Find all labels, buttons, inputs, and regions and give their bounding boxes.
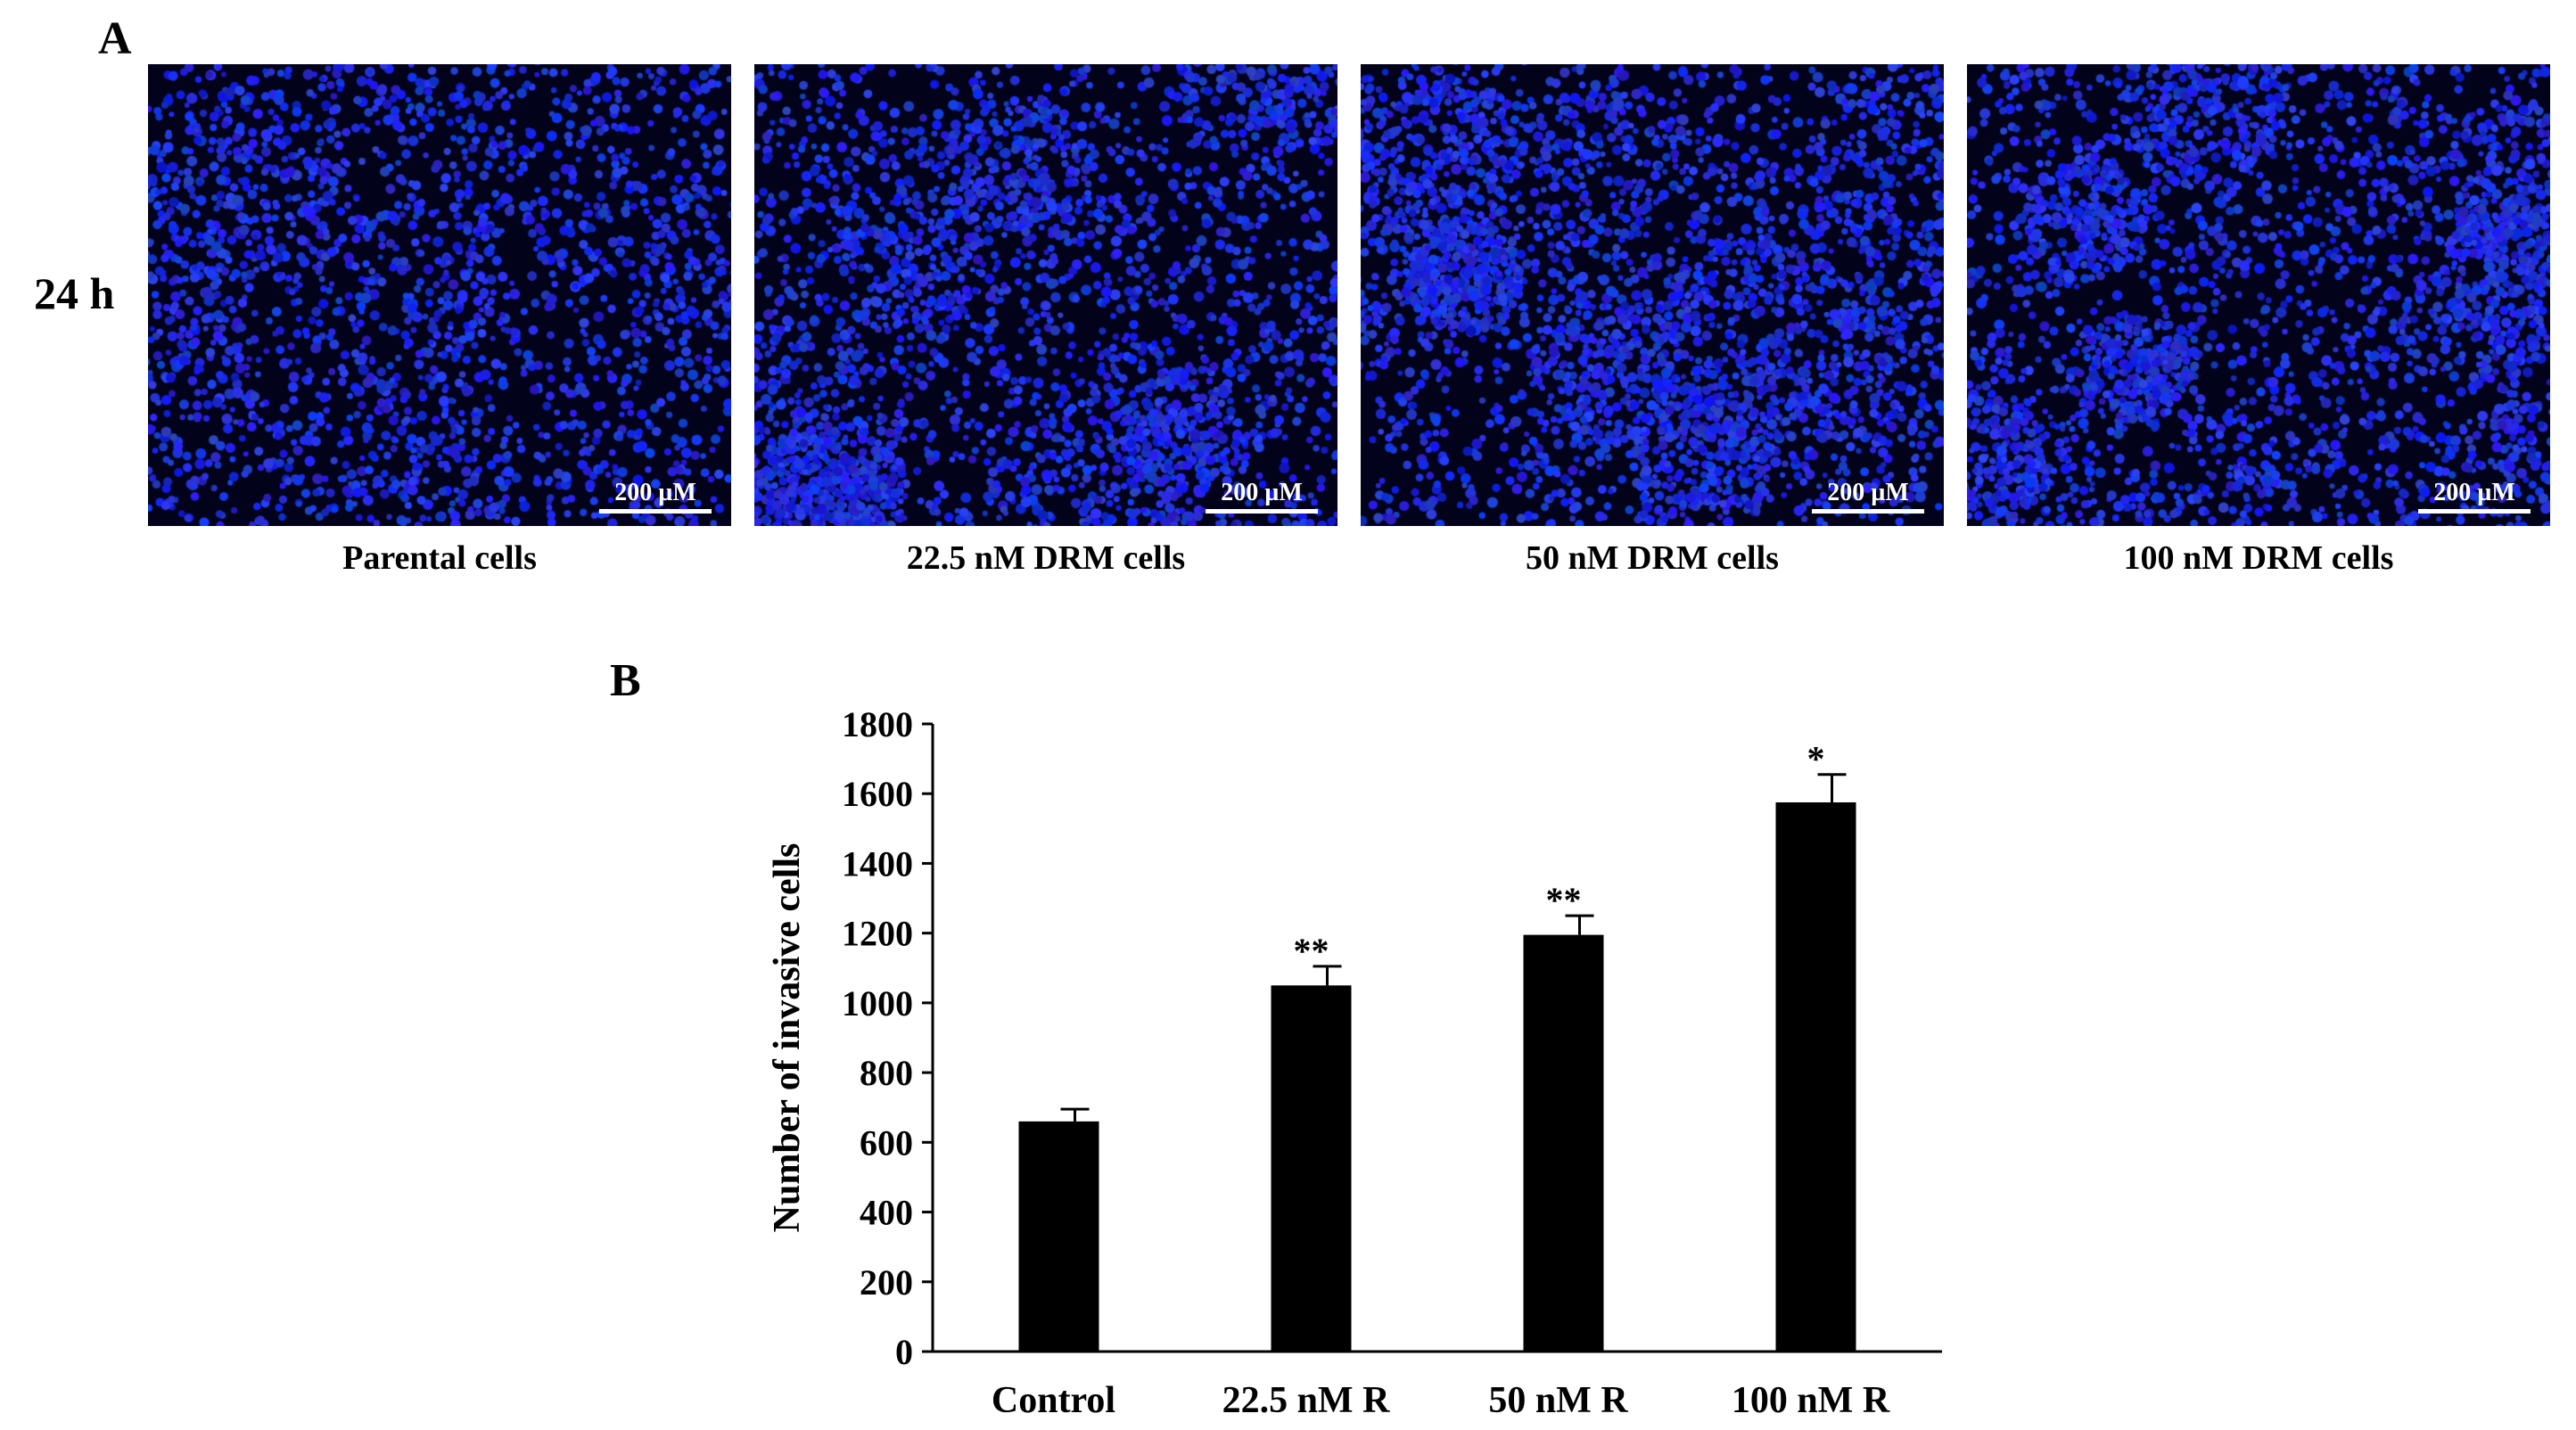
- scale-bar: 200 µM: [599, 479, 712, 514]
- significance-marker: **: [1546, 880, 1582, 920]
- y-tick-label: 1600: [842, 774, 913, 814]
- micrograph-22-5nm: 200 µM: [754, 64, 1337, 526]
- y-axis: 0 200 400 600 800 1000 1200 1400 1600 1800: [842, 704, 934, 1372]
- micrograph-image: [1967, 64, 2550, 526]
- scale-bar-label: 200 µM: [2433, 479, 2515, 506]
- micrograph-100nm: 200 µM: [1967, 64, 2550, 526]
- micrograph-parental: 200 µM: [148, 64, 731, 526]
- y-tick-label: 600: [860, 1122, 913, 1163]
- x-tick-label: 22.5 nM R: [1222, 1380, 1391, 1421]
- scale-bar-label: 200 µM: [614, 479, 696, 506]
- y-tick-label: 200: [860, 1262, 913, 1303]
- bar: [1523, 934, 1604, 1352]
- micrograph-label-22-5nm: 22.5 nM DRM cells: [906, 539, 1186, 577]
- bar: [1775, 802, 1856, 1352]
- y-tick-label: 800: [860, 1053, 913, 1093]
- bars: *****: [1018, 739, 1856, 1352]
- x-tick-label: 50 nM R: [1488, 1380, 1628, 1421]
- micrograph-image: [148, 64, 731, 526]
- scale-bar: 200 µM: [1206, 479, 1318, 514]
- scale-bar-label: 200 µM: [1221, 479, 1303, 506]
- micrograph-50nm: 200 µM: [1361, 64, 1944, 526]
- significance-marker: **: [1294, 931, 1329, 971]
- bar: [1018, 1121, 1099, 1352]
- micrograph-label-100nm: 100 nM DRM cells: [2123, 539, 2394, 577]
- micrograph-image: [754, 64, 1337, 526]
- x-axis: Control 22.5 nM R 50 nM R 100 nM R: [933, 1350, 1942, 1421]
- y-tick-label: 1400: [842, 843, 913, 883]
- scale-bar: 200 µM: [2418, 479, 2531, 514]
- panel-b-letter: B: [610, 655, 641, 706]
- micrograph-image: [1361, 64, 1944, 526]
- row-label-24h: 24 h: [34, 268, 115, 318]
- scale-bar-label: 200 µM: [1827, 479, 1909, 506]
- bar: [1271, 985, 1352, 1352]
- y-tick-label: 1000: [842, 983, 913, 1023]
- panel-a-letter: A: [98, 13, 132, 64]
- micrograph-label-parental: Parental cells: [342, 539, 537, 577]
- y-tick-label: 1200: [842, 914, 913, 954]
- x-tick-label: 100 nM R: [1732, 1380, 1890, 1421]
- scale-bar: 200 µM: [1812, 479, 1924, 514]
- y-tick-label: 1800: [842, 704, 913, 744]
- y-tick-label: 400: [860, 1193, 913, 1233]
- x-tick-label: Control: [992, 1380, 1115, 1421]
- significance-marker: *: [1807, 739, 1825, 779]
- y-axis-label: Number of invasive cells: [767, 843, 808, 1233]
- micrograph-label-50nm: 50 nM DRM cells: [1526, 539, 1779, 577]
- y-tick-label: 0: [895, 1332, 913, 1372]
